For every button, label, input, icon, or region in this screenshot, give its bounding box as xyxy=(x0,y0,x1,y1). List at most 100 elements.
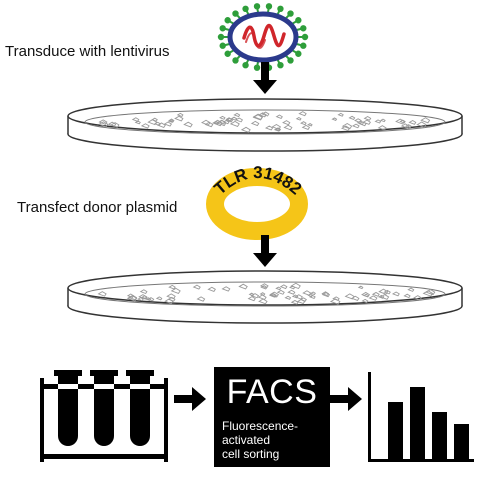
cell xyxy=(307,123,313,127)
cell xyxy=(258,112,267,118)
virus-spike-tip xyxy=(224,50,231,57)
cell xyxy=(110,122,120,128)
cell xyxy=(379,118,386,123)
cell xyxy=(163,121,173,127)
cell xyxy=(140,123,150,129)
virus-spike-tip xyxy=(232,57,239,64)
cell xyxy=(310,291,316,296)
cell xyxy=(399,119,406,124)
right-arrow-icon xyxy=(174,387,206,411)
cell xyxy=(291,294,299,299)
cell xyxy=(416,121,427,128)
cell xyxy=(331,117,338,121)
cell xyxy=(168,284,176,290)
cell xyxy=(264,125,274,131)
cell xyxy=(156,122,166,129)
plasmid-label: TLR 31482 xyxy=(211,163,306,199)
cell xyxy=(383,289,391,295)
cell xyxy=(276,289,285,295)
cell xyxy=(425,289,436,296)
cell xyxy=(230,116,238,121)
cell xyxy=(283,124,293,131)
cell xyxy=(250,293,260,299)
cell xyxy=(420,117,431,124)
cell xyxy=(204,121,214,128)
virus-spike-tip xyxy=(217,33,225,41)
virus-spike-tip xyxy=(287,10,294,17)
cell xyxy=(240,126,251,133)
cell xyxy=(351,123,360,129)
facs-box: FACS Fluorescence- activated cell sortin… xyxy=(214,367,330,467)
cell xyxy=(407,287,415,292)
cell xyxy=(363,293,369,298)
virus-spike-tip xyxy=(265,3,273,10)
virus-spike-tip xyxy=(301,33,309,41)
cell xyxy=(269,293,278,298)
cell xyxy=(329,298,341,305)
cell xyxy=(259,283,269,289)
cell xyxy=(238,283,248,290)
cells-group xyxy=(98,111,431,133)
cell xyxy=(295,116,302,121)
cell xyxy=(221,286,231,292)
cell xyxy=(271,123,282,130)
virus-spike-tip xyxy=(295,17,302,24)
facs-description-line: cell sorting xyxy=(222,447,280,461)
cell xyxy=(400,123,410,129)
cell xyxy=(213,121,220,125)
virus-spike-tip xyxy=(300,25,307,32)
cell xyxy=(413,295,422,301)
cell xyxy=(374,119,382,124)
cell xyxy=(131,117,140,122)
plasmid-ring-icon: TLR 31482 xyxy=(206,163,308,240)
cell xyxy=(147,297,155,302)
virus-spike-tip xyxy=(295,50,302,57)
cell xyxy=(340,125,351,132)
cell xyxy=(259,292,266,296)
cell xyxy=(361,298,369,304)
cell xyxy=(225,117,234,123)
cell xyxy=(126,295,138,302)
transduce-step-label: Transduce with lentivirus xyxy=(5,43,170,60)
cell xyxy=(258,298,268,305)
cell xyxy=(275,114,283,119)
cell xyxy=(261,111,270,117)
facs-description-line: activated xyxy=(222,433,271,447)
cell xyxy=(353,118,362,123)
cell xyxy=(170,287,181,294)
cell xyxy=(378,288,389,295)
cell xyxy=(404,124,412,129)
cell xyxy=(233,112,241,118)
cell xyxy=(279,284,288,290)
right-arrow-icon xyxy=(330,387,362,411)
virus-spike-tip xyxy=(242,5,249,13)
cell xyxy=(147,119,158,126)
cell xyxy=(284,295,292,300)
cell xyxy=(294,294,303,300)
cell xyxy=(289,285,296,290)
cell xyxy=(341,122,353,130)
svg-text:TLR 31482: TLR 31482 xyxy=(211,163,306,199)
petri-dish-icon xyxy=(67,98,463,152)
cell xyxy=(287,289,296,295)
petri-dish-icon xyxy=(67,270,463,324)
cells-group xyxy=(97,282,436,305)
cell xyxy=(358,121,367,127)
cell xyxy=(282,120,291,126)
cell xyxy=(167,296,176,302)
cell xyxy=(377,294,385,299)
cell xyxy=(174,115,184,122)
cell xyxy=(296,298,306,305)
virus-spike-tip xyxy=(224,17,231,24)
cell xyxy=(269,291,279,298)
cell xyxy=(98,121,109,128)
cell xyxy=(176,112,184,117)
cell xyxy=(219,115,226,120)
cell xyxy=(290,299,299,305)
cell xyxy=(155,296,163,301)
cell xyxy=(379,294,390,300)
cell xyxy=(408,120,417,125)
transfect-step-label: Transfect donor plasmid xyxy=(17,199,178,216)
cell xyxy=(362,119,371,125)
